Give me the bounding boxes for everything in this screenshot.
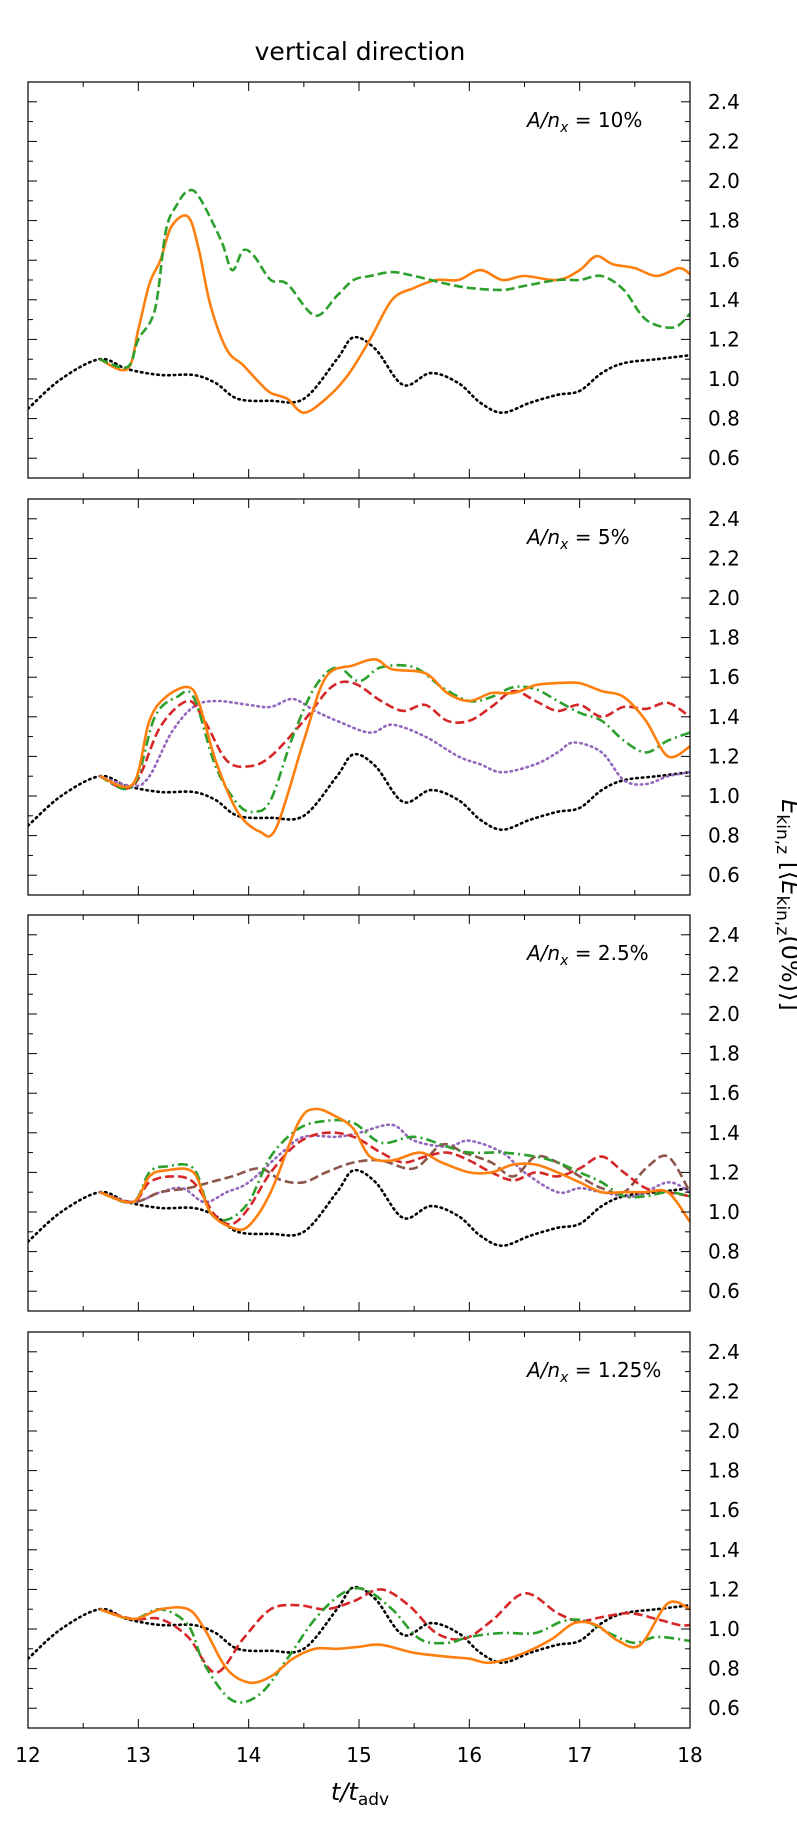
- series-line-solid-orange: [99, 1600, 690, 1685]
- series-line-dotted-purple: [98, 697, 690, 788]
- series-line-dashdot-green: [99, 1118, 690, 1222]
- panel-frame: [27, 498, 691, 896]
- y-tick-label: 2.4: [708, 923, 740, 947]
- series-line-dashdot-green: [99, 1586, 690, 1704]
- panel-4: 0.6 0.8 1.0 1.2 1.4 1.6 1.8 2.0 2.2 2.4 A/nx = 1.2…: [27, 1331, 740, 1729]
- y-tick-label: 1.8: [708, 1042, 740, 1066]
- x-tick-label: 17: [567, 1743, 592, 1767]
- panel-label: A/nx = 10%: [525, 108, 642, 136]
- y-tick-label: 1.2: [708, 1160, 740, 1184]
- y-axis-label: Ekin,z [⟨Ekin,z(0%)⟩]: [772, 799, 797, 1011]
- x-tick-label: 12: [15, 1743, 40, 1767]
- y-tick-label: 2.2: [708, 546, 740, 570]
- y-tick-label: 1.8: [708, 209, 740, 233]
- panel-frame: [27, 81, 691, 479]
- x-tick-label: 16: [457, 1743, 482, 1767]
- y-tick-label: 2.4: [708, 90, 740, 114]
- y-tick-label: 0.8: [708, 824, 740, 848]
- chart-title: vertical direction: [255, 37, 466, 66]
- y-tick-label: 2.0: [708, 586, 740, 610]
- y-tick-label: 2.2: [708, 1379, 740, 1403]
- panel-1: 0.6 0.8 1.0 1.2 1.4 1.6 1.8 2.0 2.2 2.4 A/nx = 10%: [27, 81, 740, 479]
- x-axis-label: t/tadv: [331, 1778, 389, 1810]
- series-line-dashed-red: [99, 1588, 690, 1674]
- y-tick-label: 1.6: [708, 1498, 740, 1522]
- series-line-reference: [28, 1585, 690, 1664]
- series-line-dashed-brown: [99, 1142, 690, 1204]
- panel-frame: [27, 914, 691, 1312]
- y-tick-label: 2.2: [708, 962, 740, 986]
- series-line-reference: [28, 335, 690, 414]
- y-tick-label: 1.8: [708, 626, 740, 650]
- panel-2: 0.6 0.8 1.0 1.2 1.4 1.6 1.8 2.0 2.2 2.4 A/nx = 5%: [27, 498, 740, 896]
- y-tick-label: 1.6: [708, 248, 740, 272]
- y-tick-label: 2.0: [708, 1002, 740, 1026]
- y-tick-label: 1.6: [708, 665, 740, 689]
- y-tick-label: 1.2: [708, 1577, 740, 1601]
- series-line-dashed: [99, 188, 690, 370]
- y-tick-label: 2.4: [708, 507, 740, 531]
- y-tick-label: 1.4: [708, 1538, 740, 1562]
- series-line-solid-orange: [99, 658, 690, 838]
- y-tick-label: 1.6: [708, 1081, 740, 1105]
- x-tick-label: 15: [346, 1743, 371, 1767]
- y-tick-label: 2.4: [708, 1340, 740, 1364]
- y-tick-label: 2.0: [708, 1419, 740, 1443]
- panels-group: 0.6 0.8 1.0 1.2 1.4 1.6 1.8 2.0 2.2 2.4 A/nx = 10%…: [27, 81, 740, 1729]
- y-tick-label: 0.6: [708, 1696, 740, 1720]
- y-tick-label: 1.4: [708, 1121, 740, 1145]
- series-group: [28, 1107, 690, 1247]
- series-line-dotted-purple: [98, 1123, 690, 1204]
- y-tick-label: 0.6: [708, 446, 740, 470]
- y-tick-label: 0.6: [708, 1279, 740, 1303]
- series-group: [28, 1585, 690, 1704]
- y-tick-label: 1.4: [708, 705, 740, 729]
- y-tick-label: 1.0: [708, 1617, 740, 1641]
- y-tick-label: 2.0: [708, 169, 740, 193]
- y-tick-label: 1.8: [708, 1459, 740, 1483]
- y-tick-label: 0.6: [708, 863, 740, 887]
- y-tick-label: 0.8: [708, 1240, 740, 1264]
- series-line-reference: [28, 752, 690, 831]
- series-line-dashdot-green: [99, 663, 690, 814]
- series-line-solid-orange: [99, 1107, 690, 1232]
- series-line-dashed-red: [99, 1131, 690, 1226]
- y-tick-label: 1.4: [708, 288, 740, 312]
- panel-label: A/nx = 5%: [525, 525, 630, 553]
- panel-3: 0.6 0.8 1.0 1.2 1.4 1.6 1.8 2.0 2.2 2.4 A/nx = 2.5…: [27, 914, 740, 1312]
- y-tick-label: 1.2: [708, 744, 740, 768]
- panel-label: A/nx = 2.5%: [525, 941, 649, 969]
- y-tick-label: 1.0: [708, 367, 740, 391]
- panel-label: A/nx = 1.25%: [525, 1358, 661, 1386]
- y-tick-label: 0.8: [708, 1657, 740, 1681]
- y-tick-label: 1.0: [708, 784, 740, 808]
- y-tick-label: 1.2: [708, 327, 740, 351]
- x-tick-label: 13: [126, 1743, 151, 1767]
- x-tick-label: 14: [236, 1743, 261, 1767]
- x-tick-label: 18: [677, 1743, 702, 1767]
- series-line-reference: [28, 1168, 690, 1247]
- panel-frame: [27, 1331, 691, 1729]
- series-group: [28, 658, 690, 838]
- y-tick-label: 1.0: [708, 1200, 740, 1224]
- x-tick-labels: 12 13 14 15 16 17 18: [15, 1743, 702, 1767]
- series-line-dashed-red: [99, 680, 690, 790]
- y-tick-label: 2.2: [708, 129, 740, 153]
- y-tick-label: 0.8: [708, 407, 740, 431]
- series-line-solid: [99, 214, 690, 414]
- series-group: [28, 188, 690, 414]
